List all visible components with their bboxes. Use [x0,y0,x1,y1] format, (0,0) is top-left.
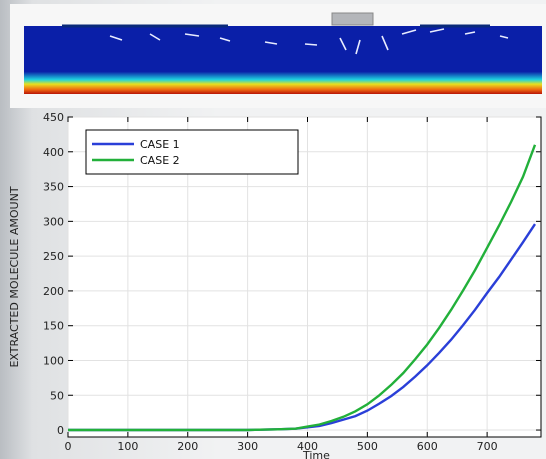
x-tick-label: 700 [477,440,498,453]
heatmap-field [24,26,542,94]
legend-box [86,130,298,174]
heatmap-plate [332,13,373,25]
x-tick-label: 100 [117,440,138,453]
y-tick-label: 250 [43,250,64,263]
y-tick-label: 450 [43,111,64,124]
y-tick-label: 350 [43,181,64,194]
y-tick-label: 50 [50,389,64,402]
flow-arrow [305,44,317,45]
y-axis-title: EXTRACTED MOLECULE AMOUNT [8,186,21,367]
x-tick-label: 300 [237,440,258,453]
simulation-heatmap [10,4,546,108]
line-chart: 0 100 200 300 400 500 600 700 0 50 100 150 200 250 300… [0,108,546,459]
x-tick-label: 600 [417,440,438,453]
y-tick-label: 200 [43,285,64,298]
x-tick-label: 200 [177,440,198,453]
y-tick-label: 300 [43,215,64,228]
legend-label: CASE 1 [140,138,180,151]
y-tick-label: 400 [43,146,64,159]
x-tick-label: 500 [357,440,378,453]
legend: CASE 1 CASE 2 [86,130,298,174]
y-tick-label: 150 [43,320,64,333]
heatmap-image [10,4,546,108]
y-tick-label: 0 [57,424,64,437]
x-axis-title: Time [302,449,330,459]
x-tick-label: 0 [65,440,72,453]
legend-label: CASE 2 [140,154,180,167]
y-tick-label: 100 [43,354,64,367]
